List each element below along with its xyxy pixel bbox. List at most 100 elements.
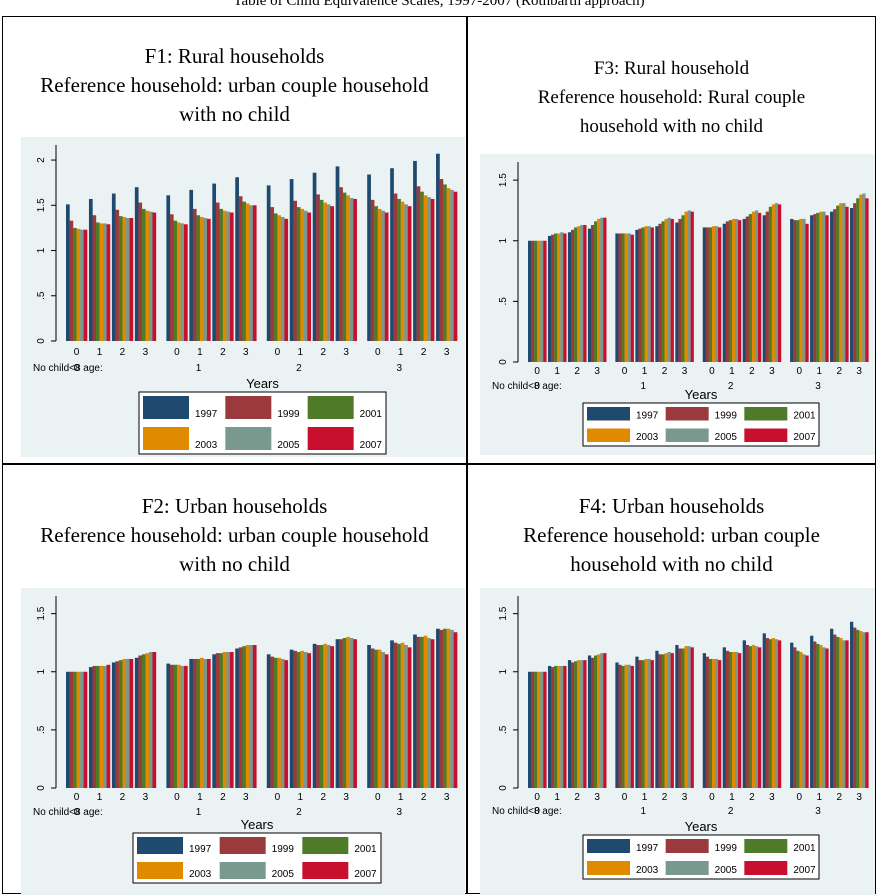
legend-swatch-2001 — [744, 839, 788, 853]
bar-2007 — [603, 653, 607, 788]
bar-2001 — [594, 221, 598, 362]
legend-swatch-2003 — [143, 427, 189, 450]
bar-2007 — [718, 660, 722, 789]
bar-2001 — [118, 660, 123, 789]
x-inner-tick-label: 1 — [729, 792, 735, 803]
y-tick-label: .5 — [36, 725, 47, 734]
bar-2003 — [323, 643, 327, 788]
bar-1999 — [571, 662, 575, 788]
bar-1997 — [635, 229, 639, 362]
bar-2005 — [802, 218, 806, 362]
bar-2001 — [641, 227, 645, 362]
bar-1999 — [293, 650, 297, 788]
bar-2005 — [103, 223, 107, 341]
bar-2007 — [670, 218, 674, 362]
bar-2005 — [148, 211, 153, 341]
bar-2003 — [664, 653, 668, 788]
bar-2003 — [300, 208, 305, 341]
bar-1999 — [813, 641, 817, 788]
bar-1999 — [590, 224, 595, 362]
legend-label: 1999 — [277, 409, 300, 420]
bar-2001 — [141, 654, 146, 788]
x-inner-tick-label: 0 — [622, 366, 628, 377]
bar-2005 — [842, 640, 846, 788]
bar-2001 — [397, 198, 401, 341]
bar-1997 — [235, 177, 239, 341]
bar-2007 — [690, 647, 694, 788]
bar-1997 — [212, 654, 217, 788]
x-inner-tick-label: 2 — [836, 366, 842, 377]
bar-2001 — [836, 205, 840, 362]
bar-2005 — [326, 645, 331, 788]
bar-2001 — [554, 665, 558, 788]
bar-1999 — [551, 234, 555, 362]
x-outer-tick-label: 2 — [296, 807, 302, 818]
cell-f1: F1: Rural households Reference household… — [3, 17, 466, 463]
chart-title-line: household with no child — [570, 552, 773, 576]
bar-2003 — [346, 636, 350, 789]
x-inner-tick-label: 2 — [120, 792, 126, 803]
x-outer-tick-label: 1 — [641, 806, 647, 817]
bar-1999 — [238, 647, 243, 788]
legend-label: 1999 — [715, 843, 738, 854]
bar-1999 — [678, 218, 682, 362]
bar-1997 — [655, 650, 659, 788]
x-inner-tick-label: 0 — [709, 366, 715, 377]
bar-2007 — [206, 658, 211, 788]
bar-2003 — [300, 650, 305, 788]
bar-1999 — [192, 658, 197, 788]
x-inner-tick-label: 1 — [816, 792, 822, 803]
bar-1997 — [367, 645, 371, 788]
bar-2003 — [664, 218, 668, 362]
bar-1999 — [590, 657, 595, 788]
bar-2007 — [129, 217, 134, 341]
bar-1997 — [810, 635, 814, 788]
legend-label: 2001 — [793, 411, 816, 422]
bar-2005 — [404, 204, 408, 341]
bar-2003 — [597, 218, 601, 362]
x-inner-tick-label: 2 — [220, 792, 226, 803]
bar-2003 — [624, 233, 628, 362]
bar-2005 — [450, 629, 454, 788]
bar-2005 — [303, 210, 308, 341]
bar-2001 — [681, 648, 685, 788]
bar-2001 — [594, 655, 598, 788]
bar-2007 — [563, 665, 567, 788]
bar-2007 — [407, 647, 412, 788]
x-inner-tick-label: 3 — [769, 366, 775, 377]
legend-label: 2005 — [715, 432, 738, 443]
bar-1999 — [765, 211, 769, 362]
bar-2001 — [118, 216, 123, 341]
bar-1997 — [830, 211, 834, 362]
bar-2001 — [621, 233, 625, 362]
bar-2003 — [377, 208, 382, 341]
bar-1999 — [316, 645, 320, 788]
bar-2003 — [199, 657, 204, 788]
legend-label: 1999 — [715, 411, 738, 422]
bar-2007 — [129, 658, 134, 788]
y-tick-label: 1 — [36, 669, 47, 675]
chart-title-line: F3: Rural household — [593, 58, 750, 79]
bar-2007 — [845, 640, 849, 788]
x-inner-tick-label: 2 — [320, 792, 326, 803]
x-inner-tick-label: 0 — [797, 366, 803, 377]
bar-1997 — [189, 658, 194, 788]
y-tick-label: 1 — [36, 247, 47, 253]
bar-2005 — [714, 226, 719, 362]
bar-2001 — [219, 653, 224, 788]
bar-2007 — [83, 229, 88, 341]
x-inner-tick-label: 0 — [622, 792, 628, 803]
bar-2007 — [583, 224, 587, 362]
x-inner-tick-label: 3 — [143, 792, 149, 803]
bar-1997 — [722, 647, 726, 788]
bar-1997 — [742, 218, 746, 362]
x-inner-tick-label: 2 — [749, 792, 755, 803]
bar-2003 — [446, 628, 451, 788]
bar-2001 — [534, 240, 538, 362]
bar-1997 — [722, 223, 726, 362]
bar-1997 — [66, 204, 70, 341]
chart-title-line: with no child — [179, 102, 290, 126]
bar-2001 — [681, 215, 685, 362]
bar-2001 — [273, 213, 278, 341]
bar-2007 — [106, 664, 111, 788]
